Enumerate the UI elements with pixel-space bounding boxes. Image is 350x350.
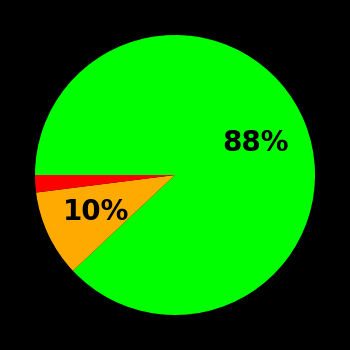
Text: 10%: 10% bbox=[63, 198, 130, 226]
Wedge shape bbox=[35, 175, 175, 192]
Wedge shape bbox=[35, 35, 315, 315]
Wedge shape bbox=[36, 175, 175, 271]
Text: 88%: 88% bbox=[223, 129, 289, 157]
